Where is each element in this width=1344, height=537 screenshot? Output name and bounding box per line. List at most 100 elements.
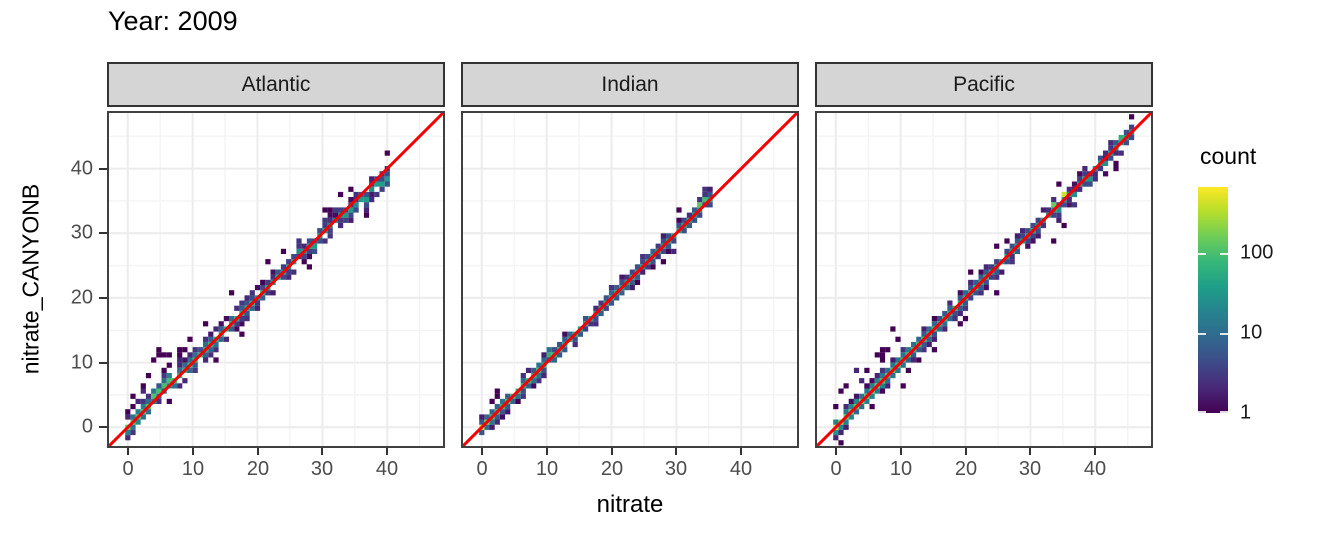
bin bbox=[1020, 233, 1026, 239]
bin bbox=[879, 388, 886, 394]
bin bbox=[1066, 197, 1072, 203]
bin bbox=[156, 347, 162, 353]
bin bbox=[140, 404, 146, 410]
bin bbox=[1009, 259, 1015, 265]
bin bbox=[187, 352, 193, 358]
bin bbox=[505, 409, 511, 415]
bin bbox=[229, 316, 235, 322]
bin bbox=[234, 326, 240, 332]
bin bbox=[593, 305, 599, 311]
bin bbox=[322, 238, 328, 244]
bin bbox=[634, 264, 641, 270]
bin bbox=[291, 254, 297, 260]
bin bbox=[874, 378, 880, 384]
bin bbox=[260, 279, 266, 285]
bin bbox=[1097, 166, 1104, 172]
bin bbox=[1035, 217, 1041, 223]
bin bbox=[994, 259, 1000, 265]
bin bbox=[338, 207, 344, 213]
bin bbox=[833, 429, 839, 436]
bin bbox=[130, 404, 136, 410]
bin bbox=[286, 274, 292, 280]
y-tick-label: 40 bbox=[70, 157, 93, 180]
bin bbox=[489, 419, 495, 425]
bin bbox=[541, 352, 547, 358]
bin bbox=[994, 243, 1000, 249]
bin bbox=[145, 373, 152, 379]
bin bbox=[270, 290, 276, 296]
bin bbox=[1103, 150, 1109, 156]
bin bbox=[208, 331, 214, 337]
bin bbox=[515, 398, 521, 404]
bin bbox=[702, 186, 708, 192]
bin bbox=[640, 254, 646, 260]
bin bbox=[583, 326, 589, 332]
bin bbox=[327, 233, 333, 239]
panel-indian bbox=[461, 111, 799, 448]
y-tick-mark bbox=[99, 168, 107, 170]
bin bbox=[213, 347, 219, 353]
x-tick-label: 10 bbox=[181, 458, 205, 480]
bin bbox=[130, 429, 136, 436]
bin bbox=[140, 414, 146, 420]
bin bbox=[244, 295, 250, 301]
bin bbox=[1025, 243, 1031, 249]
bin bbox=[921, 341, 927, 348]
bin bbox=[973, 290, 979, 296]
bin bbox=[562, 336, 568, 342]
y-tick-label: 0 bbox=[81, 415, 93, 438]
bin bbox=[265, 259, 271, 265]
bin bbox=[306, 254, 312, 260]
bin bbox=[879, 352, 886, 358]
bin bbox=[1061, 202, 1067, 208]
bin bbox=[900, 362, 906, 368]
bin bbox=[671, 248, 677, 254]
bin bbox=[234, 321, 240, 327]
bin bbox=[1103, 171, 1109, 177]
bin bbox=[479, 429, 485, 436]
bin bbox=[213, 326, 219, 332]
bin bbox=[384, 181, 390, 187]
bin bbox=[1056, 207, 1062, 213]
bin bbox=[838, 424, 844, 430]
bin bbox=[520, 388, 526, 394]
bin bbox=[317, 238, 323, 244]
bin bbox=[363, 191, 370, 198]
x-tick-label: 20 bbox=[246, 458, 270, 480]
bin bbox=[879, 357, 886, 363]
bin bbox=[1082, 166, 1088, 172]
bin bbox=[942, 310, 948, 317]
bin bbox=[130, 393, 136, 399]
bin bbox=[306, 238, 312, 244]
bin bbox=[145, 398, 152, 404]
x-axis-label: nitrate bbox=[596, 491, 664, 518]
bin bbox=[156, 383, 162, 389]
bin bbox=[947, 316, 953, 322]
bin bbox=[624, 274, 630, 280]
bin bbox=[223, 316, 229, 322]
bin bbox=[869, 383, 875, 389]
x-tick-mark bbox=[127, 448, 129, 455]
bin bbox=[1108, 140, 1114, 146]
bin bbox=[479, 414, 485, 420]
bin bbox=[916, 347, 922, 353]
bin bbox=[588, 321, 594, 327]
bin bbox=[879, 347, 886, 353]
bin bbox=[885, 378, 891, 384]
bin bbox=[1108, 145, 1114, 151]
bin bbox=[895, 367, 901, 373]
bin bbox=[1025, 238, 1031, 244]
bin bbox=[520, 373, 526, 379]
y-tick-label: 30 bbox=[70, 221, 93, 244]
bin bbox=[541, 373, 547, 379]
x-tick-mark bbox=[611, 448, 613, 455]
colorbar-label: 1 bbox=[1240, 401, 1252, 424]
colorbar-label: 10 bbox=[1240, 321, 1263, 344]
bin bbox=[885, 347, 891, 353]
bin bbox=[838, 429, 844, 436]
bin bbox=[947, 305, 953, 311]
bin bbox=[317, 228, 323, 234]
identity-line bbox=[461, 111, 799, 448]
bin bbox=[1129, 114, 1135, 120]
bin bbox=[156, 352, 162, 358]
